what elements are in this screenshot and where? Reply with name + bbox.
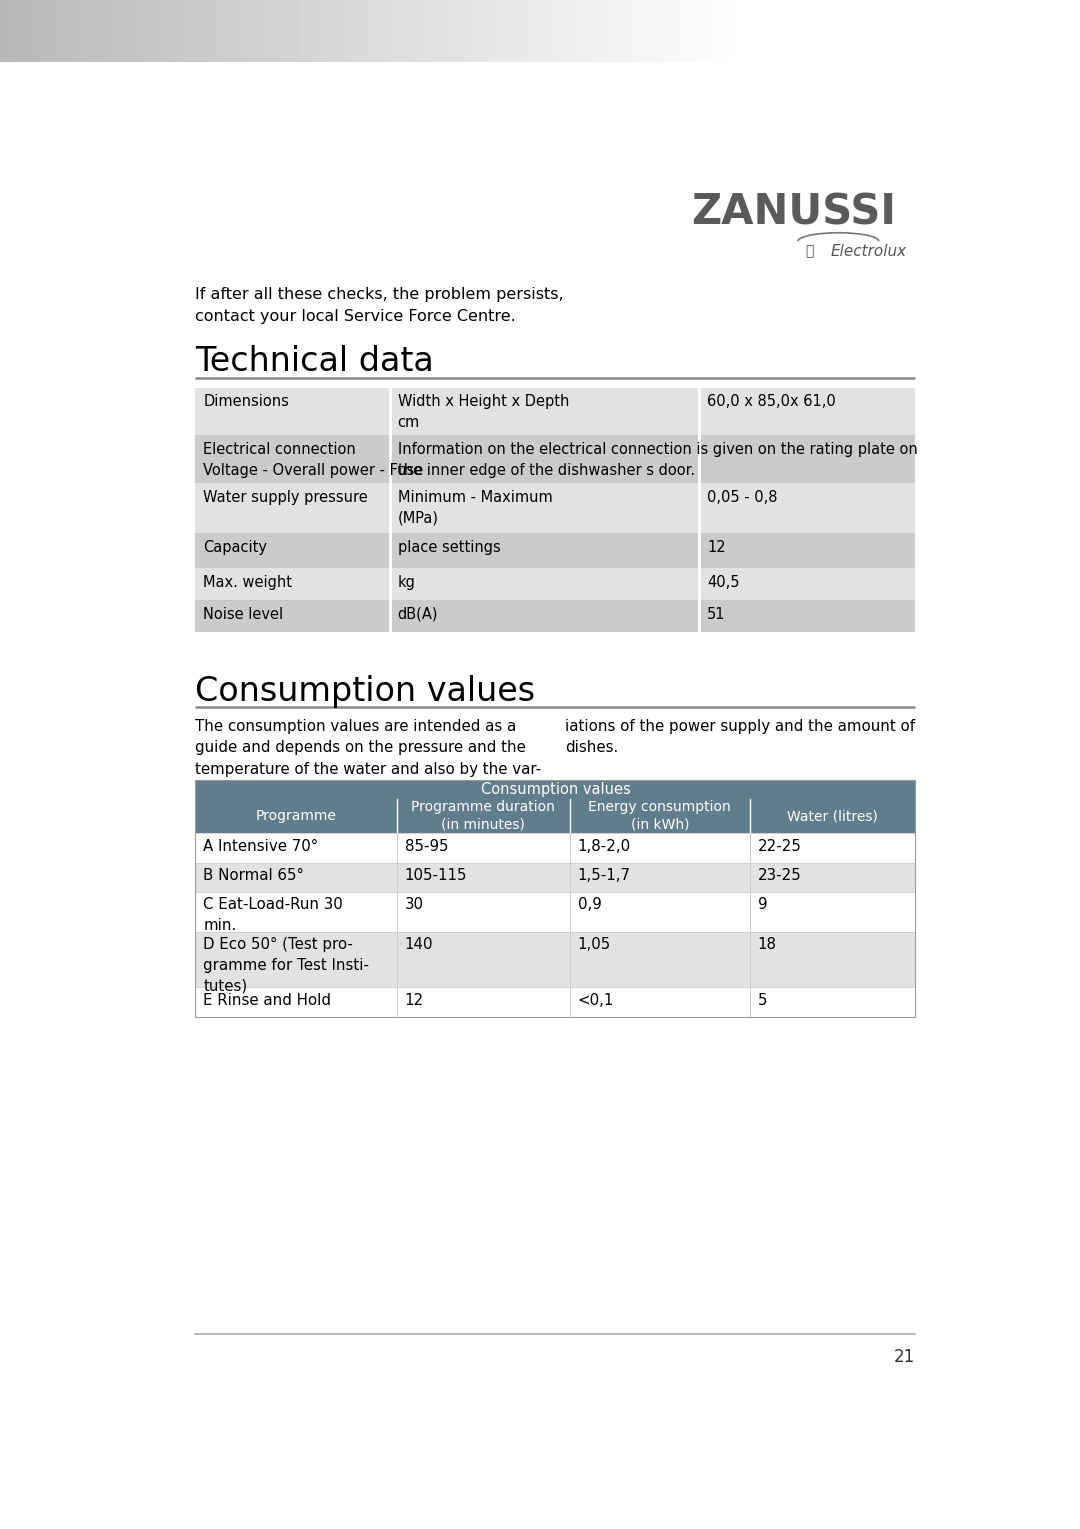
Text: Consumption values: Consumption values: [481, 781, 631, 797]
Text: 0,05 - 0,8: 0,05 - 0,8: [707, 489, 778, 505]
Text: 21: 21: [894, 1347, 916, 1365]
Bar: [195, 862, 916, 891]
Text: 51: 51: [707, 607, 726, 622]
Bar: [195, 780, 916, 798]
Text: Dimensions: Dimensions: [203, 394, 289, 410]
Bar: [195, 599, 916, 633]
Text: 23-25: 23-25: [757, 868, 801, 884]
Text: kg: kg: [397, 575, 416, 590]
Bar: [195, 436, 916, 483]
Text: E Rinse and Hold: E Rinse and Hold: [203, 992, 332, 1008]
Bar: [195, 534, 916, 567]
Text: Water (litres): Water (litres): [787, 809, 878, 823]
Text: Electrical connection
Voltage - Overall power - Fuse: Electrical connection Voltage - Overall …: [203, 442, 423, 479]
Bar: [195, 567, 916, 599]
Text: 18: 18: [757, 937, 777, 953]
Bar: [195, 780, 916, 1017]
Text: Width x Height x Depth
cm: Width x Height x Depth cm: [397, 394, 569, 431]
Text: 30: 30: [405, 898, 423, 913]
Bar: [195, 931, 916, 988]
Text: Water supply pressure: Water supply pressure: [203, 489, 368, 505]
Text: B Normal 65°: B Normal 65°: [203, 868, 305, 884]
Bar: [195, 798, 916, 833]
Bar: [195, 483, 916, 534]
Text: 0,9: 0,9: [578, 898, 602, 913]
Text: 1,5-1,7: 1,5-1,7: [578, 868, 631, 884]
Text: D Eco 50° (Test pro-
gramme for Test Insti-
tutes): D Eco 50° (Test pro- gramme for Test Ins…: [203, 937, 369, 994]
Text: 12: 12: [707, 540, 726, 555]
Text: ZANUSSI: ZANUSSI: [691, 191, 896, 234]
Text: Technical data: Technical data: [195, 346, 434, 378]
Text: 9: 9: [757, 898, 767, 913]
Text: dB(A): dB(A): [397, 607, 438, 622]
Text: Information on the electrical connection is given on the rating plate on
the inn: Information on the electrical connection…: [397, 442, 917, 479]
Text: A Intensive 70°: A Intensive 70°: [203, 839, 319, 853]
Text: 140: 140: [405, 937, 433, 953]
Text: The consumption values are intended as a
guide and depends on the pressure and t: The consumption values are intended as a…: [195, 719, 541, 777]
Text: Programme duration
(in minutes): Programme duration (in minutes): [411, 800, 555, 832]
Text: Max. weight: Max. weight: [203, 575, 293, 590]
Text: 5: 5: [757, 992, 767, 1008]
Text: Consumption values: Consumption values: [195, 674, 536, 708]
Text: Programme: Programme: [256, 809, 337, 823]
Text: 105-115: 105-115: [405, 868, 468, 884]
Text: Energy consumption
(in kWh): Energy consumption (in kWh): [589, 800, 731, 832]
Text: If after all these checks, the problem persists,: If after all these checks, the problem p…: [195, 287, 564, 303]
Bar: [195, 387, 916, 436]
Text: 85-95: 85-95: [405, 839, 448, 853]
Text: contact your local Service Force Centre.: contact your local Service Force Centre.: [195, 309, 516, 324]
Bar: [195, 891, 916, 931]
Bar: [195, 833, 916, 862]
Text: 1,8-2,0: 1,8-2,0: [578, 839, 631, 853]
Text: <0,1: <0,1: [578, 992, 613, 1008]
Text: Ⓔ: Ⓔ: [805, 245, 813, 258]
Text: Electrolux: Electrolux: [831, 243, 907, 258]
Bar: [195, 988, 916, 1017]
Text: 22-25: 22-25: [757, 839, 801, 853]
Text: Minimum - Maximum
(MPa): Minimum - Maximum (MPa): [397, 489, 552, 526]
Text: iations of the power supply and the amount of
dishes.: iations of the power supply and the amou…: [565, 719, 915, 755]
Text: 1,05: 1,05: [578, 937, 611, 953]
Text: Noise level: Noise level: [203, 607, 283, 622]
Text: Capacity: Capacity: [203, 540, 267, 555]
Text: 12: 12: [405, 992, 423, 1008]
Text: 40,5: 40,5: [707, 575, 740, 590]
Text: place settings: place settings: [397, 540, 500, 555]
Text: C Eat-Load-Run 30
min.: C Eat-Load-Run 30 min.: [203, 898, 343, 933]
Text: 60,0 x 85,0x 61,0: 60,0 x 85,0x 61,0: [707, 394, 836, 410]
